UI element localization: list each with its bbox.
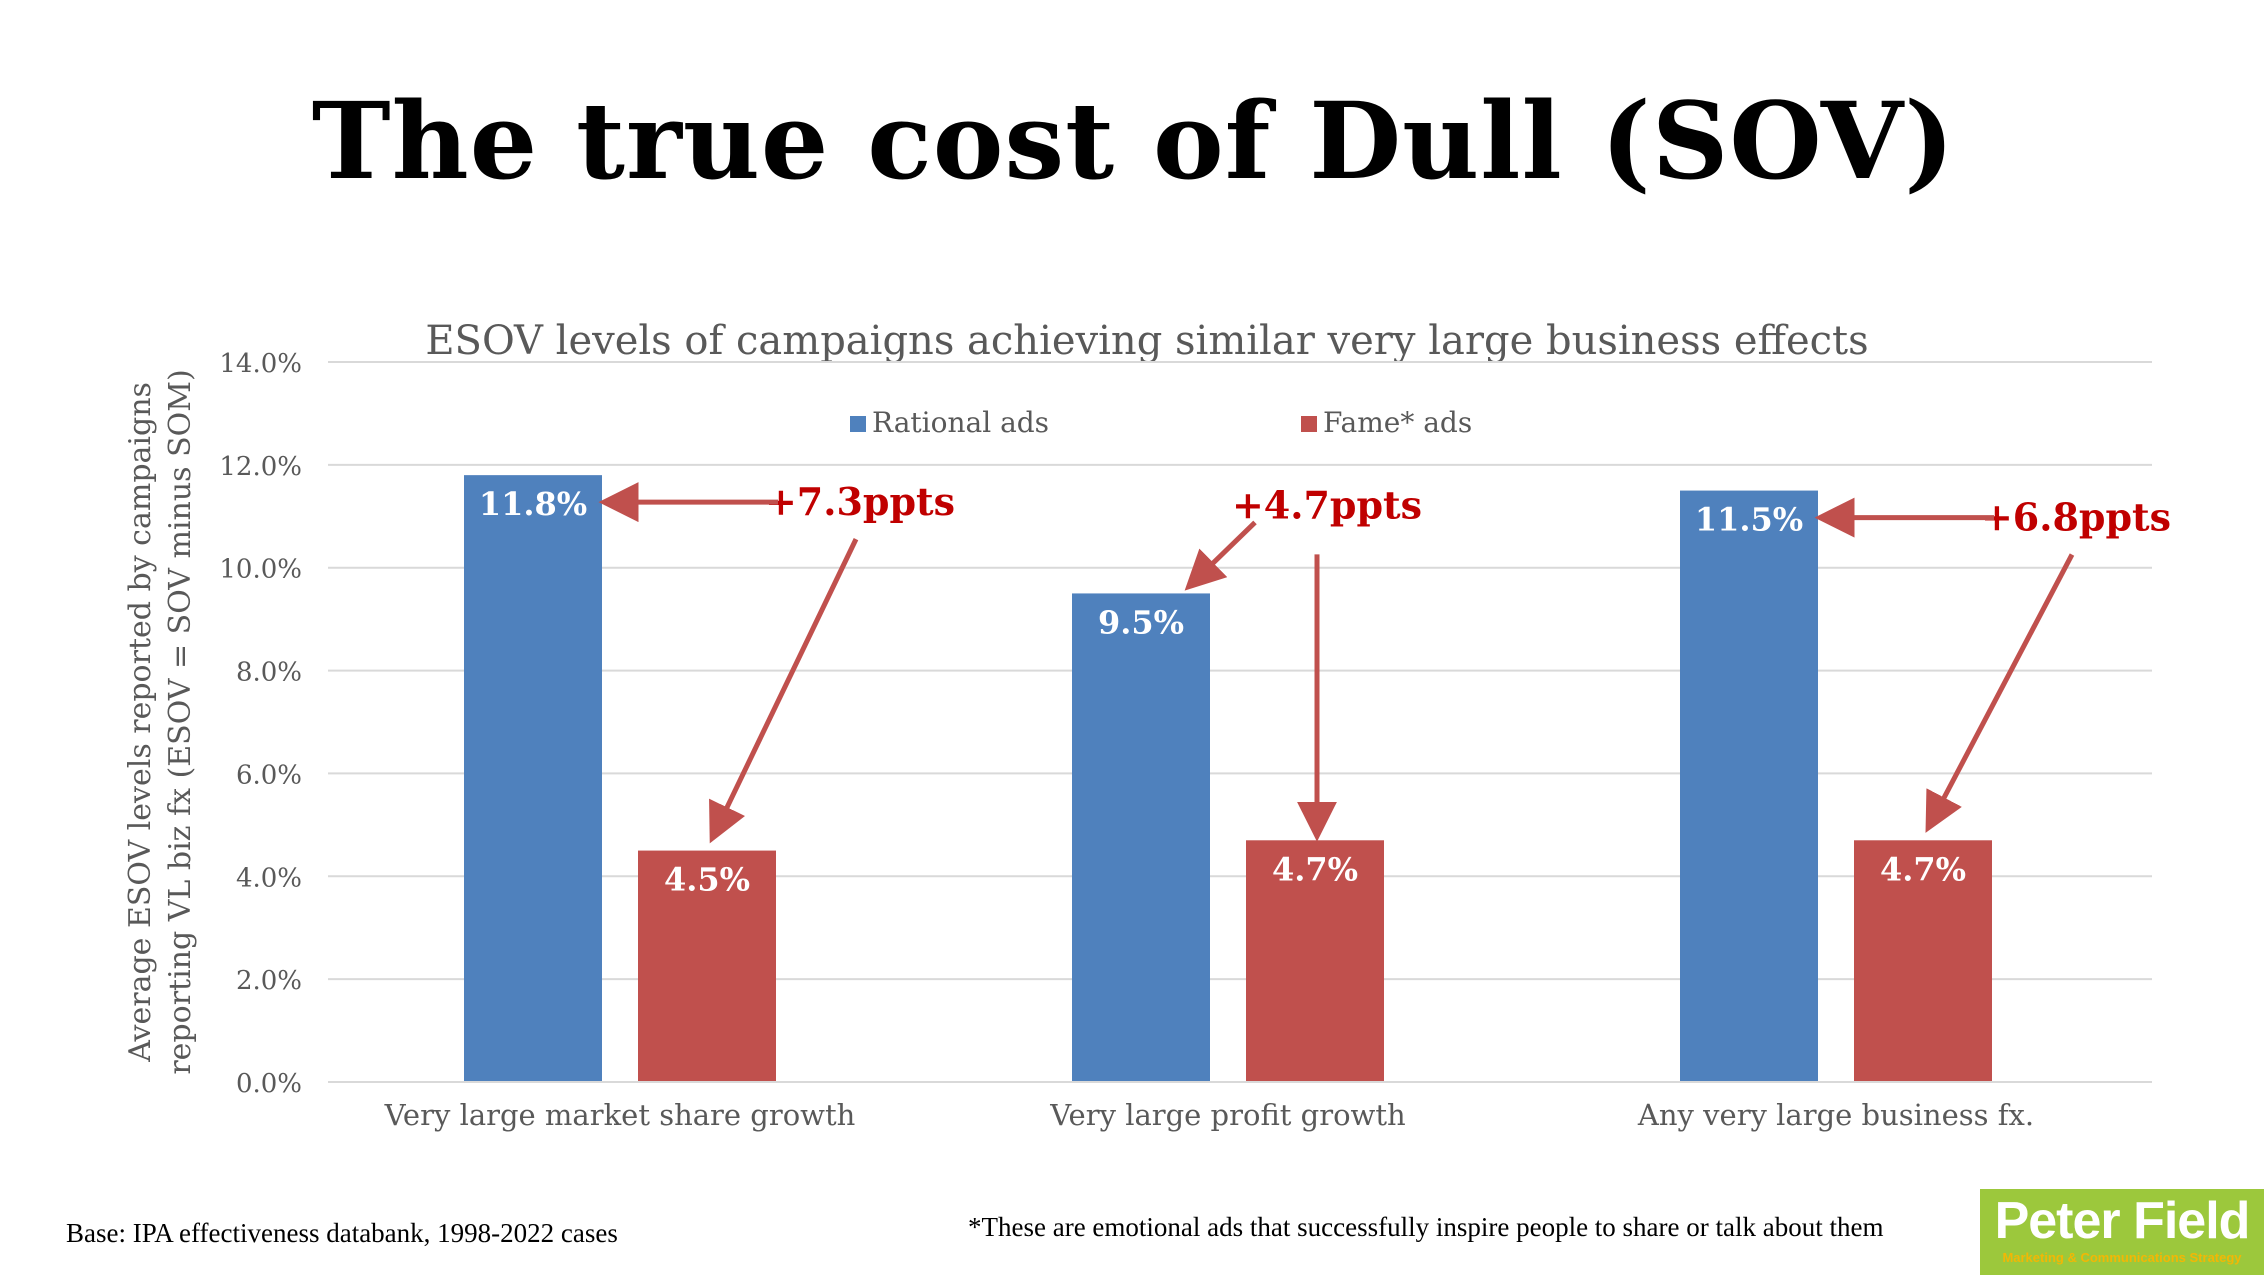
fame-footnote: *These are emotional ads that successful… xyxy=(968,1212,1884,1242)
slide-title: The true cost of Dull (SOV) xyxy=(311,78,1956,203)
legend-label: Fame* ads xyxy=(1323,406,1472,439)
annotation-arrow xyxy=(1925,553,2075,833)
y-tick-label: 2.0% xyxy=(236,966,302,996)
fame-bar xyxy=(1854,840,1992,1082)
peter-field-logo: Peter Field Marketing & Communications S… xyxy=(1980,1189,2264,1275)
y-axis-title: Average ESOV levels reported by campaign… xyxy=(123,382,158,1063)
bar-value-label: 4.7% xyxy=(1880,850,1966,888)
x-category-label: Any very large business fx. xyxy=(1637,1098,2034,1132)
fame-bar xyxy=(1246,840,1384,1082)
bar-value-label: 9.5% xyxy=(1098,603,1184,641)
y-tick-label: 4.0% xyxy=(236,863,302,893)
rational-bar xyxy=(1680,490,1818,1083)
y-axis-title: reporting VL biz fx (ESOV = SOV minus SO… xyxy=(163,369,198,1074)
y-tick-label: 14.0% xyxy=(219,349,302,379)
bar-value-label: 11.8% xyxy=(479,485,587,523)
y-tick-label: 6.0% xyxy=(236,760,302,790)
logo-name: Peter Field xyxy=(1994,1192,2251,1250)
rational-bar xyxy=(464,475,602,1083)
annotation-arrow xyxy=(709,538,859,844)
x-category-label: Very large profit growth xyxy=(1049,1098,1405,1132)
annotation-arrow xyxy=(1184,520,1257,591)
chart-title: ESOV levels of campaigns achieving simil… xyxy=(425,318,1868,364)
legend-swatch xyxy=(1301,416,1317,432)
ppts-annotation: +7.3ppts xyxy=(765,479,955,524)
x-category-label: Very large market share growth xyxy=(384,1098,856,1132)
ppts-annotation: +6.8ppts xyxy=(1981,495,2171,540)
bar-value-label: 11.5% xyxy=(1695,501,1803,539)
bar-value-label: 4.7% xyxy=(1272,850,1358,888)
logo-tagline: Marketing & Communications Strategy xyxy=(2002,1250,2242,1265)
y-tick-label: 12.0% xyxy=(219,452,302,482)
fame-bar xyxy=(638,850,776,1082)
bar-value-label: 4.5% xyxy=(664,861,750,899)
rational-bar xyxy=(1072,593,1210,1082)
legend-swatch xyxy=(850,416,866,432)
y-tick-label: 10.0% xyxy=(219,555,302,585)
legend-label: Rational ads xyxy=(872,406,1049,439)
ppts-annotation: +4.7ppts xyxy=(1232,482,1422,527)
y-tick-label: 0.0% xyxy=(236,1069,302,1099)
y-tick-label: 8.0% xyxy=(236,658,302,688)
base-footnote: Base: IPA effectiveness databank, 1998-2… xyxy=(66,1218,618,1248)
